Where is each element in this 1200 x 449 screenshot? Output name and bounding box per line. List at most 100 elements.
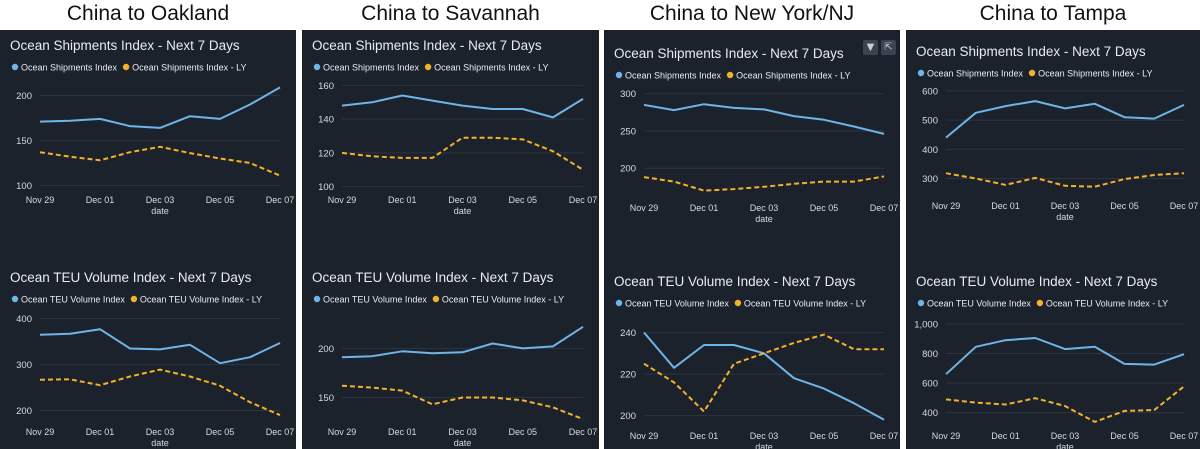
series-line-current [643,103,885,135]
legend-marker [432,295,440,303]
route-column: China to Savannah Ocean Shipments Index … [302,0,599,449]
legend-label: Ocean TEU Volume Index [323,295,427,305]
route-title: China to Tampa [979,2,1127,25]
x-tick-label: Nov 29 [328,195,357,205]
chart-panel: Ocean Shipments Index - Next 7 Days Ocean… [302,30,599,449]
line-chart: Ocean TEU Volume Index - Next 7 Days Ocea… [10,270,294,448]
legend-marker [1028,69,1036,77]
series-line-current [341,325,584,359]
y-tick-label: 140 [318,115,334,126]
x-tick-label: Nov 29 [328,427,357,437]
y-tick-label: 600 [922,379,938,390]
chart-svg: Ocean Shipments Index - Next 7 Days Ocean… [614,46,898,449]
series-line-last-year [39,368,281,417]
x-tick-label: Dec 01 [991,431,1020,441]
x-tick-label: Dec 05 [206,427,235,437]
x-tick-label: Nov 29 [26,195,55,205]
y-tick-label: 240 [620,328,636,339]
legend-label: Ocean TEU Volume Index - LY [140,295,262,305]
y-tick-label: 800 [922,349,938,360]
series-line-current [39,328,281,365]
route-title: China to Savannah [361,2,540,25]
line-chart: Ocean TEU Volume Index - Next 7 Days Ocea… [312,270,597,448]
x-tick-label: Dec 05 [508,427,537,437]
x-tick-label: Dec 03 [146,427,175,437]
legend-label: Ocean Shipments Index [927,69,1024,79]
route-column: China to New York/NJ Ocean Shipments Ind… [604,0,900,449]
legend-label: Ocean TEU Volume Index - LY [1046,299,1168,309]
x-tick-label: Nov 29 [932,431,961,441]
expand-icon[interactable]: ⇱ [881,40,896,55]
x-axis-label: date [454,438,472,448]
legend-label: Ocean TEU Volume Index - LY [442,295,564,305]
x-axis-label: date [755,442,773,449]
y-tick-label: 200 [318,344,334,355]
x-tick-label: Dec 03 [1051,201,1080,211]
y-tick-label: 250 [620,126,636,137]
chart-title: Ocean Shipments Index - Next 7 Days [10,38,240,53]
route-column: China to Oakland Ocean Shipments Index -… [0,0,296,449]
line-chart: Ocean Shipments Index - Next 7 Days Ocean… [10,38,294,216]
x-tick-label: Dec 07 [266,195,295,205]
series-line-current [945,337,1185,375]
x-tick-label: Dec 03 [448,195,477,205]
y-tick-label: 600 [922,86,938,97]
x-tick-label: Dec 03 [448,427,477,437]
legend-label: Ocean TEU Volume Index [21,295,125,305]
series-line-last-year [945,385,1185,423]
x-tick-label: Dec 05 [1110,431,1139,441]
x-tick-label: Dec 03 [1051,431,1080,441]
y-tick-label: 400 [16,314,32,325]
series-line-last-year [643,333,884,413]
line-chart: Ocean Shipments Index - Next 7 Days Ocean… [916,44,1198,222]
x-axis-label: date [454,206,472,216]
legend-marker [917,299,925,307]
legend-label: Ocean TEU Volume Index [927,299,1031,309]
route-title: China to New York/NJ [649,2,855,25]
legend-marker [615,299,623,307]
x-tick-label: Dec 05 [810,203,839,213]
x-tick-label: Dec 01 [86,427,115,437]
legend-marker [11,295,19,303]
y-tick-label: 200 [620,411,636,422]
y-tick-label: 300 [620,89,636,100]
series-line-current [341,94,584,119]
x-tick-label: Dec 07 [1170,201,1199,211]
series-line-current [39,86,281,129]
legend-marker [424,63,432,71]
chart-title: Ocean Shipments Index - Next 7 Days [312,38,542,53]
y-tick-label: 1,000 [914,319,938,330]
x-axis-label: date [1056,442,1074,449]
legend-label: Ocean Shipments Index [625,71,722,81]
x-tick-label: Nov 29 [630,431,659,441]
legend-marker [313,295,321,303]
filter-icon[interactable]: ▼ [863,40,878,55]
y-tick-label: 150 [318,393,334,404]
x-tick-label: Dec 01 [991,201,1020,211]
x-tick-label: Dec 05 [206,195,235,205]
line-chart: Ocean TEU Volume Index - Next 7 Days Ocea… [614,274,898,449]
y-tick-label: 200 [16,406,32,417]
x-axis-label: date [755,214,773,224]
y-tick-label: 300 [16,360,32,371]
x-tick-label: Dec 01 [388,195,417,205]
legend-marker [615,71,623,79]
y-tick-label: 220 [620,370,636,381]
x-tick-label: Dec 05 [1110,201,1139,211]
x-tick-label: Dec 05 [508,195,537,205]
legend-marker [130,295,138,303]
chart-title: Ocean TEU Volume Index - Next 7 Days [614,274,856,289]
chart-svg: Ocean Shipments Index - Next 7 Days Ocean… [914,44,1199,449]
x-tick-label: Dec 03 [750,431,779,441]
x-tick-label: Nov 29 [932,201,961,211]
chart-panel: Ocean Shipments Index - Next 7 Days Ocean… [0,30,296,449]
x-tick-label: Dec 01 [388,427,417,437]
legend-label: Ocean Shipments Index - LY [434,63,548,73]
legend-label: Ocean TEU Volume Index - LY [744,299,866,309]
x-tick-label: Dec 07 [569,195,598,205]
legend-label: Ocean Shipments Index [21,63,118,73]
series-line-current [643,331,885,421]
x-tick-label: Dec 07 [1170,431,1199,441]
legend-label: Ocean TEU Volume Index [625,299,729,309]
legend-label: Ocean Shipments Index - LY [1038,69,1152,79]
